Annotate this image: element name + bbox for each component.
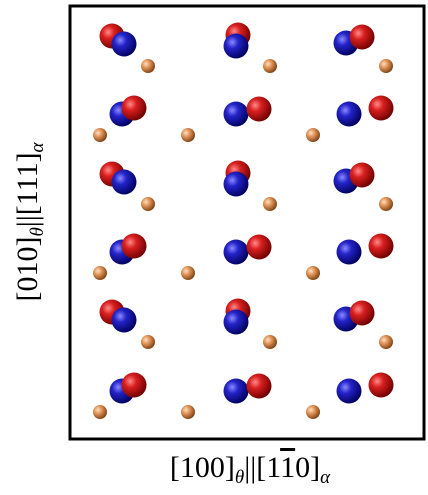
copper-atom — [93, 405, 107, 419]
blue-atom — [224, 379, 249, 404]
copper-atom — [181, 266, 195, 280]
label-bar-digit: 1 — [280, 451, 295, 484]
red-atom — [247, 235, 272, 260]
red-atom — [350, 25, 375, 50]
page: [100]θ||[110]α [010]θ||[111]α (() => { c… — [0, 0, 428, 495]
copper-atom — [263, 335, 277, 349]
copper-atom — [379, 335, 393, 349]
red-atom — [122, 373, 147, 398]
label-sub: θ — [235, 467, 244, 488]
red-atom — [350, 301, 375, 326]
copper-atom — [141, 335, 155, 349]
copper-atom — [306, 128, 320, 142]
blue-atom — [224, 172, 249, 197]
x-axis-label: [100]θ||[110]α — [170, 451, 330, 489]
red-atom — [122, 234, 147, 259]
blue-atom — [337, 379, 362, 404]
frame — [70, 6, 424, 439]
copper-atom — [181, 128, 195, 142]
copper-atom — [263, 197, 277, 211]
atom-diagram — [0, 0, 428, 495]
label-sub: α — [320, 467, 330, 488]
blue-atom — [337, 240, 362, 265]
red-atom — [247, 97, 272, 122]
label-part: 0] — [295, 451, 320, 484]
blue-atom — [112, 308, 137, 333]
copper-atom — [263, 59, 277, 73]
label-part: ||[1 — [244, 451, 280, 484]
blue-atom — [224, 102, 249, 127]
copper-atom — [141, 59, 155, 73]
blue-atom — [224, 240, 249, 265]
label-sub: α — [27, 142, 48, 152]
red-atom — [369, 96, 394, 121]
copper-atom — [306, 266, 320, 280]
copper-atom — [379, 197, 393, 211]
blue-atom — [112, 32, 137, 57]
atoms — [93, 23, 394, 420]
label-part: [100] — [170, 451, 235, 484]
y-axis-label: [010]θ||[111]α — [11, 142, 49, 301]
label-part: ||[111] — [11, 152, 44, 227]
blue-atom — [224, 34, 249, 59]
red-atom — [369, 234, 394, 259]
red-atom — [122, 96, 147, 121]
copper-atom — [306, 405, 320, 419]
copper-atom — [181, 405, 195, 419]
copper-atom — [93, 266, 107, 280]
red-atom — [350, 163, 375, 188]
copper-atom — [141, 197, 155, 211]
red-atom — [369, 373, 394, 398]
blue-atom — [112, 170, 137, 195]
copper-atom — [379, 59, 393, 73]
red-atom — [247, 374, 272, 399]
label-part: [010] — [11, 237, 44, 302]
copper-atom — [93, 128, 107, 142]
blue-atom — [337, 102, 362, 127]
blue-atom — [224, 310, 249, 335]
label-sub: θ — [27, 227, 48, 236]
